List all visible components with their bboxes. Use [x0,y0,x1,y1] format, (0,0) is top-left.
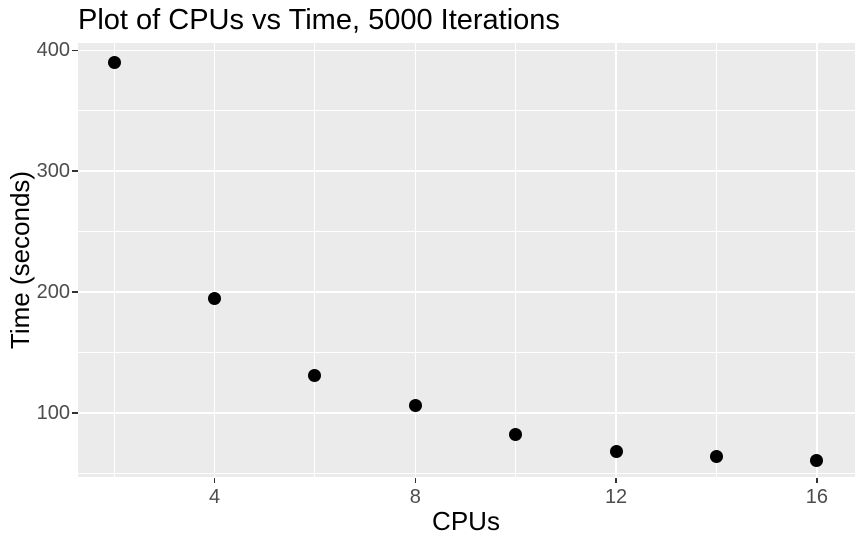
x-axis-title: CPUs [432,506,500,536]
gridline-major-y [78,49,855,51]
data-point [810,453,824,467]
gridline-minor-x [515,43,517,477]
y-tick-mark [72,170,78,172]
x-tick-mark [414,478,417,483]
gridline-major-y [78,170,855,172]
y-tick-label: 200 [36,281,70,304]
x-tick-label: 12 [604,486,628,508]
x-tick-mark [816,478,818,483]
data-point [107,55,121,69]
gridline-major-y [78,291,855,293]
x-tick-mark [615,478,617,483]
gridline-minor-y [78,351,855,353]
gridline-minor-x [113,43,115,477]
data-point [709,449,723,463]
gridline-major-x [414,43,417,477]
gridline-minor-x [314,43,316,477]
y-tick-label: 300 [36,160,70,183]
chart-title: Plot of CPUs vs Time, 5000 Iterations [78,4,560,36]
gridline-major-x [816,43,818,477]
gridline-minor-y [78,231,855,233]
y-tick-mark [72,49,78,51]
x-tick-label: 8 [409,486,421,508]
data-point [308,368,322,382]
x-tick-label: 4 [208,486,221,508]
y-tick-label: 100 [36,401,70,424]
data-point [408,399,422,413]
gridline-major-x [615,43,617,477]
x-tick-label: 16 [805,486,828,508]
plot-panel [78,43,855,477]
y-tick-mark [72,291,78,293]
gridline-major-y [78,412,855,414]
y-tick-label: 400 [36,39,70,62]
gridline-minor-y [78,472,855,474]
gridline-major-x [213,43,216,477]
data-point [609,445,623,459]
x-tick-mark [213,478,216,483]
y-axis-title: Time (seconds) [5,170,35,350]
gridline-minor-x [715,43,717,477]
data-point [509,428,523,442]
y-tick-mark [72,412,78,414]
data-point [208,291,222,305]
gridline-minor-y [78,110,855,112]
